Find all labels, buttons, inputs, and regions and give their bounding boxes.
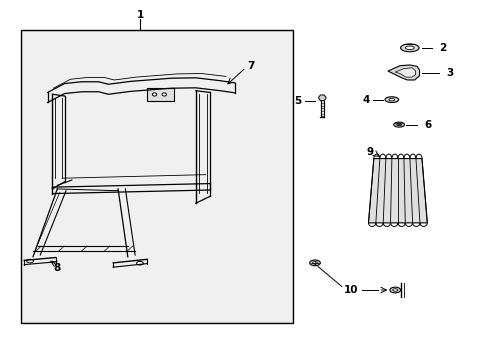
Polygon shape: [387, 65, 419, 80]
Text: 4: 4: [362, 95, 369, 105]
Polygon shape: [368, 158, 427, 223]
Text: 9: 9: [366, 147, 373, 157]
Ellipse shape: [27, 259, 33, 263]
Bar: [23, 32, 290, 321]
Text: 2: 2: [438, 43, 446, 53]
Ellipse shape: [384, 97, 398, 103]
Ellipse shape: [400, 44, 418, 52]
Text: 10: 10: [344, 285, 358, 295]
Bar: [21, 30, 292, 323]
Polygon shape: [318, 95, 325, 101]
Text: 3: 3: [446, 68, 452, 78]
Ellipse shape: [396, 123, 401, 126]
Ellipse shape: [389, 287, 400, 293]
Ellipse shape: [312, 262, 317, 264]
Text: 5: 5: [294, 96, 301, 107]
Ellipse shape: [162, 93, 166, 96]
Ellipse shape: [136, 261, 143, 265]
Ellipse shape: [388, 98, 394, 101]
Ellipse shape: [392, 289, 397, 291]
Ellipse shape: [309, 260, 320, 266]
Ellipse shape: [405, 46, 413, 50]
Bar: [147, 88, 174, 101]
Ellipse shape: [393, 122, 404, 127]
Bar: [23, 32, 290, 321]
Polygon shape: [394, 68, 415, 77]
Text: 6: 6: [424, 120, 431, 130]
Text: 1: 1: [136, 10, 143, 19]
Text: 7: 7: [246, 61, 254, 71]
Text: 8: 8: [54, 262, 61, 273]
Ellipse shape: [152, 93, 157, 96]
